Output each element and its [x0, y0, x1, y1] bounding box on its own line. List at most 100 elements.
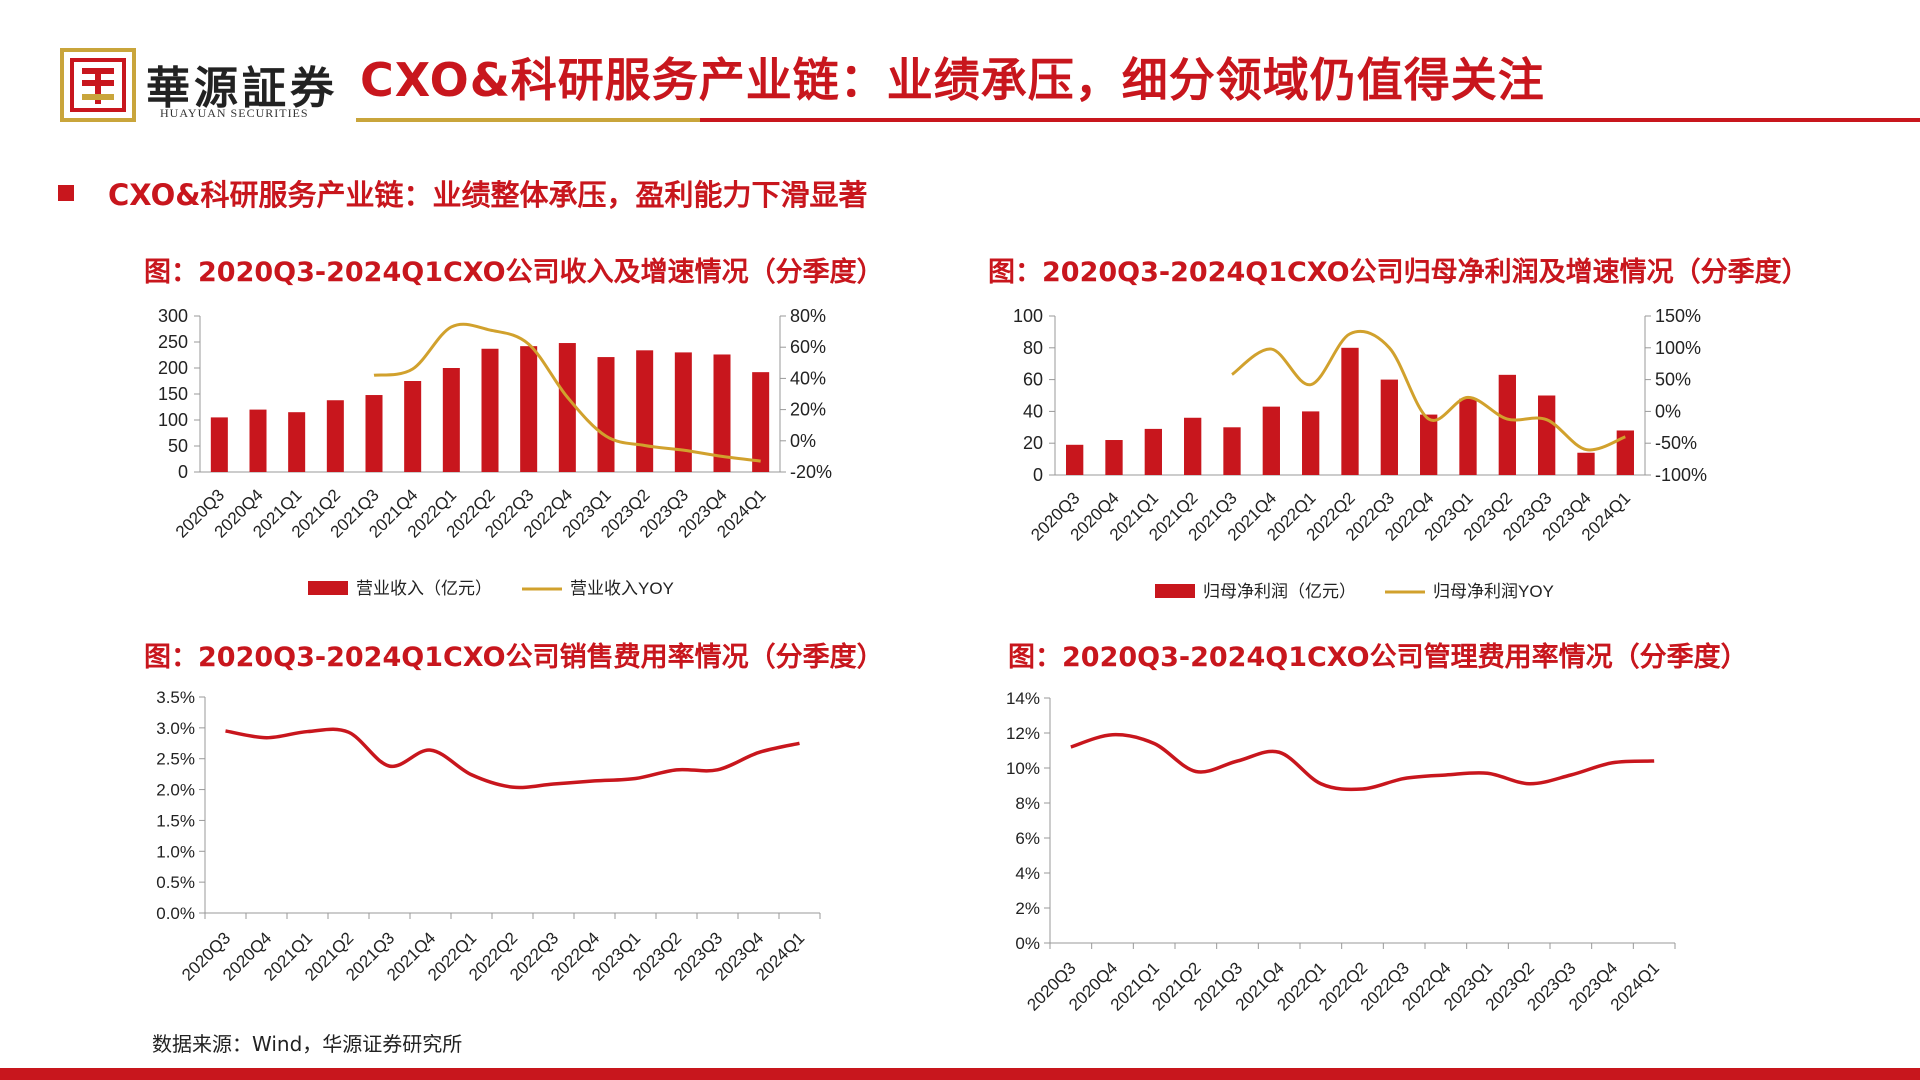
bar — [1498, 374, 1516, 475]
y2-tick-label: 20% — [790, 400, 826, 420]
y2-tick-label: 100% — [1655, 338, 1701, 358]
y-tick-label: 60 — [1023, 370, 1043, 390]
y2-tick-label: 40% — [790, 368, 826, 388]
y-tick-label: 0 — [178, 462, 188, 482]
page-title: CXO&科研服务产业链：业绩承压，细分领域仍值得关注 — [360, 53, 1545, 107]
y-tick-label: 1.5% — [156, 811, 195, 830]
y2-tick-label: 80% — [790, 306, 826, 326]
y-tick-label: 14% — [1006, 689, 1040, 708]
bar — [558, 343, 576, 472]
bar — [1380, 379, 1398, 475]
bar — [1223, 427, 1241, 475]
legend-bar-swatch — [1155, 584, 1195, 598]
y-tick-label: 2.5% — [156, 750, 195, 769]
y-tick-label: 100 — [158, 410, 188, 430]
y-tick-label: 0% — [1015, 934, 1040, 953]
y-tick-label: 250 — [158, 332, 188, 352]
company-logo: 華源証券 HUAYUAN SECURITIES — [60, 48, 340, 124]
bar — [210, 417, 228, 472]
yoy-line — [1231, 329, 1626, 452]
series-line — [225, 727, 800, 790]
legend-bar-label: 营业收入（亿元） — [356, 579, 492, 598]
y2-tick-label: 0% — [790, 431, 816, 451]
y-tick-label: 80 — [1023, 338, 1043, 358]
chart-title-revenue: 图：2020Q3-2024Q1CXO公司收入及增速情况（分季度） — [144, 257, 884, 288]
y-tick-label: 1.0% — [156, 842, 195, 861]
bar — [1302, 411, 1320, 475]
y-tick-label: 3.0% — [156, 719, 195, 738]
y-tick-label: 0 — [1033, 465, 1043, 485]
bar — [365, 395, 383, 472]
y-tick-label: 0.5% — [156, 873, 195, 892]
y-tick-label: 12% — [1006, 724, 1040, 743]
y-tick-label: 0.0% — [156, 904, 195, 923]
data-source-note: 数据来源：Wind，华源证券研究所 — [152, 1032, 463, 1056]
bar — [1538, 395, 1556, 475]
bar — [1184, 417, 1202, 475]
y2-tick-label: 0% — [1655, 401, 1681, 421]
bar — [1144, 428, 1162, 475]
logo-name-en: HUAYUAN SECURITIES — [160, 106, 309, 120]
y-tick-label: 50 — [168, 436, 188, 456]
bar — [674, 352, 692, 472]
footer-bar — [0, 1068, 1920, 1080]
bar — [520, 346, 538, 472]
bar — [1459, 398, 1477, 475]
bar — [1616, 430, 1634, 475]
y-tick-label: 2.0% — [156, 781, 195, 800]
section-heading-text: CXO&科研服务产业链：业绩整体承压，盈利能力下滑显著 — [108, 178, 868, 212]
y-tick-label: 20 — [1023, 433, 1043, 453]
net-profit-chart: 100806040200150%100%50%0%-50%-100%2020Q3… — [1013, 306, 1707, 601]
bar — [713, 354, 731, 472]
bar — [752, 372, 770, 472]
y-tick-label: 3.5% — [156, 688, 195, 707]
bar — [636, 350, 654, 472]
title-divider — [356, 118, 1920, 122]
square-bullet-icon — [58, 185, 74, 201]
y2-tick-label: 150% — [1655, 306, 1701, 326]
yoy-line — [373, 322, 761, 463]
bar — [481, 348, 499, 472]
logo-emblem-icon — [60, 48, 136, 122]
y-tick-label: 10% — [1006, 759, 1040, 778]
y-tick-label: 4% — [1015, 864, 1040, 883]
y2-tick-label: -50% — [1655, 433, 1697, 453]
logo-name-cn: 華源証券 — [146, 63, 338, 114]
bar — [288, 412, 306, 472]
y2-tick-label: -20% — [790, 462, 832, 482]
bar — [1066, 444, 1084, 475]
admin-expense-chart: 14%12%10%8%6%4%2%0%2020Q32020Q42021Q1202… — [1006, 689, 1676, 1015]
y-tick-label: 200 — [158, 358, 188, 378]
selling-expense-chart: 3.5%3.0%2.5%2.0%1.5%1.0%0.5%0.0%2020Q320… — [156, 688, 821, 985]
chart-title-selling-expense: 图：2020Q3-2024Q1CXO公司销售费用率情况（分季度） — [144, 642, 884, 673]
bar — [249, 409, 267, 472]
y2-tick-label: -100% — [1655, 465, 1707, 485]
y2-tick-label: 50% — [1655, 370, 1691, 390]
series-line — [1070, 732, 1655, 792]
legend-bar-label: 归母净利润（亿元） — [1203, 582, 1356, 601]
bar — [597, 357, 615, 472]
bar — [1420, 414, 1438, 475]
y-tick-label: 8% — [1015, 794, 1040, 813]
chart-title-admin-expense: 图：2020Q3-2024Q1CXO公司管理费用率情况（分季度） — [1008, 642, 1748, 673]
bar — [1105, 440, 1123, 475]
y2-tick-label: 60% — [790, 337, 826, 357]
chart-title-net-profit: 图：2020Q3-2024Q1CXO公司归母净利润及增速情况（分季度） — [988, 257, 1809, 288]
y-tick-label: 6% — [1015, 829, 1040, 848]
bar — [404, 381, 422, 472]
bar — [1577, 452, 1595, 475]
y-tick-label: 100 — [1013, 306, 1043, 326]
y-tick-label: 40 — [1023, 401, 1043, 421]
revenue-chart: 30025020015010050080%60%40%20%0%-20%2020… — [158, 306, 832, 598]
bar — [1262, 406, 1280, 475]
legend-bar-swatch — [308, 581, 348, 595]
y-tick-label: 2% — [1015, 899, 1040, 918]
bar — [326, 400, 344, 472]
bar — [442, 368, 460, 472]
section-heading: CXO&科研服务产业链：业绩整体承压，盈利能力下滑显著 — [58, 172, 868, 214]
legend-line-label: 归母净利润YOY — [1433, 582, 1554, 601]
y-tick-label: 150 — [158, 384, 188, 404]
legend-line-label: 营业收入YOY — [570, 579, 674, 598]
y-tick-label: 300 — [158, 306, 188, 326]
bar — [1341, 347, 1359, 475]
